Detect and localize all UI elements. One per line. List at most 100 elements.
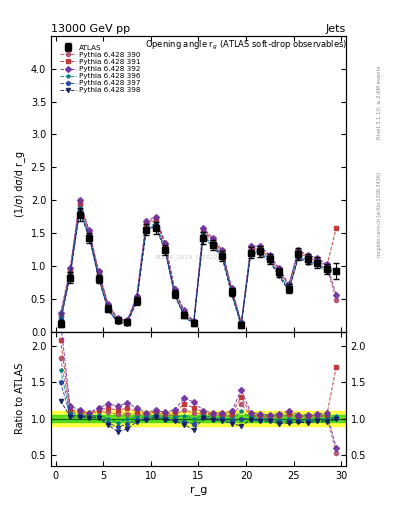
Pythia 6.428 390 bbox=[77, 202, 82, 208]
Pythia 6.428 398 bbox=[191, 321, 196, 327]
Pythia 6.428 390 bbox=[296, 250, 301, 256]
Pythia 6.428 391 bbox=[296, 248, 301, 254]
Pythia 6.428 390 bbox=[134, 295, 139, 302]
Pythia 6.428 392 bbox=[315, 255, 320, 261]
Text: Jets: Jets bbox=[325, 24, 346, 34]
Pythia 6.428 390 bbox=[125, 318, 130, 325]
Pythia 6.428 398 bbox=[220, 255, 224, 261]
Pythia 6.428 391 bbox=[144, 220, 149, 226]
Pythia 6.428 391 bbox=[210, 237, 215, 243]
Pythia 6.428 397 bbox=[315, 261, 320, 267]
Pythia 6.428 398 bbox=[58, 318, 63, 325]
Pythia 6.428 390 bbox=[191, 319, 196, 326]
Pythia 6.428 397 bbox=[134, 298, 139, 304]
Text: mcplots.cern.ch [arXiv:1306.3436]: mcplots.cern.ch [arXiv:1306.3436] bbox=[377, 173, 382, 258]
Pythia 6.428 396 bbox=[96, 273, 101, 280]
Pythia 6.428 392 bbox=[210, 235, 215, 241]
Pythia 6.428 397 bbox=[230, 290, 234, 296]
Pythia 6.428 390 bbox=[277, 268, 282, 274]
Pythia 6.428 390 bbox=[106, 304, 110, 310]
Pythia 6.428 392 bbox=[325, 262, 329, 268]
Pythia 6.428 391 bbox=[191, 318, 196, 325]
Pythia 6.428 391 bbox=[134, 294, 139, 301]
Pythia 6.428 396 bbox=[182, 311, 187, 317]
Pythia 6.428 391 bbox=[106, 302, 110, 308]
Pythia 6.428 390 bbox=[68, 269, 72, 275]
Pythia 6.428 390 bbox=[182, 310, 187, 316]
Pythia 6.428 396 bbox=[286, 286, 291, 292]
Pythia 6.428 392 bbox=[96, 268, 101, 274]
Pythia 6.428 390 bbox=[305, 255, 310, 261]
Pythia 6.428 398 bbox=[173, 292, 177, 298]
Pythia 6.428 398 bbox=[125, 321, 130, 327]
Pythia 6.428 392 bbox=[220, 247, 224, 253]
Pythia 6.428 396 bbox=[334, 266, 339, 272]
Pythia 6.428 390 bbox=[315, 258, 320, 264]
Pythia 6.428 397 bbox=[267, 258, 272, 264]
Pythia 6.428 392 bbox=[201, 225, 206, 231]
Pythia 6.428 392 bbox=[267, 252, 272, 259]
Text: Rivet 3.1.10, ≥ 2.6M events: Rivet 3.1.10, ≥ 2.6M events bbox=[377, 66, 382, 139]
Pythia 6.428 392 bbox=[106, 301, 110, 307]
Pythia 6.428 390 bbox=[325, 264, 329, 270]
Pythia 6.428 398 bbox=[315, 262, 320, 268]
Pythia 6.428 398 bbox=[153, 223, 158, 229]
Pythia 6.428 396 bbox=[325, 266, 329, 272]
Pythia 6.428 398 bbox=[286, 288, 291, 294]
Pythia 6.428 397 bbox=[305, 259, 310, 265]
Text: ATLAS_2019_I1772205: ATLAS_2019_I1772205 bbox=[154, 255, 225, 261]
Pythia 6.428 392 bbox=[173, 286, 177, 292]
Pythia 6.428 390 bbox=[258, 246, 263, 252]
Pythia 6.428 391 bbox=[68, 268, 72, 274]
Pythia 6.428 392 bbox=[144, 218, 149, 224]
Pythia 6.428 398 bbox=[68, 273, 72, 280]
Text: Opening angle r$_g$ (ATLAS soft-drop observables): Opening angle r$_g$ (ATLAS soft-drop obs… bbox=[145, 39, 348, 52]
Pythia 6.428 398 bbox=[239, 323, 244, 329]
Pythia 6.428 391 bbox=[248, 245, 253, 251]
Pythia 6.428 398 bbox=[115, 319, 120, 326]
Pythia 6.428 390 bbox=[286, 284, 291, 290]
Bar bbox=[51, 412, 346, 426]
Y-axis label: Ratio to ATLAS: Ratio to ATLAS bbox=[15, 363, 25, 434]
Pythia 6.428 391 bbox=[286, 283, 291, 289]
Pythia 6.428 397 bbox=[334, 267, 339, 273]
Pythia 6.428 396 bbox=[248, 248, 253, 254]
Pythia 6.428 391 bbox=[201, 227, 206, 233]
Pythia 6.428 398 bbox=[248, 251, 253, 257]
Pythia 6.428 398 bbox=[210, 243, 215, 249]
Pythia 6.428 391 bbox=[239, 320, 244, 326]
Pythia 6.428 390 bbox=[87, 230, 92, 236]
Pythia 6.428 390 bbox=[115, 316, 120, 323]
Pythia 6.428 398 bbox=[334, 269, 339, 275]
Pythia 6.428 392 bbox=[134, 293, 139, 299]
Line: Pythia 6.428 392: Pythia 6.428 392 bbox=[59, 198, 338, 325]
Pythia 6.428 391 bbox=[334, 225, 339, 231]
Pythia 6.428 397 bbox=[87, 233, 92, 239]
X-axis label: r_g: r_g bbox=[190, 486, 207, 496]
Pythia 6.428 390 bbox=[248, 246, 253, 252]
Pythia 6.428 396 bbox=[125, 319, 130, 326]
Pythia 6.428 397 bbox=[163, 247, 167, 253]
Pythia 6.428 397 bbox=[144, 227, 149, 233]
Pythia 6.428 396 bbox=[258, 248, 263, 254]
Pythia 6.428 397 bbox=[96, 274, 101, 281]
Pythia 6.428 397 bbox=[58, 316, 63, 323]
Pythia 6.428 391 bbox=[325, 263, 329, 269]
Pythia 6.428 396 bbox=[305, 258, 310, 264]
Pythia 6.428 392 bbox=[58, 310, 63, 316]
Pythia 6.428 397 bbox=[68, 272, 72, 278]
Bar bbox=[51, 415, 346, 422]
Pythia 6.428 392 bbox=[296, 247, 301, 253]
Pythia 6.428 392 bbox=[115, 315, 120, 322]
Pythia 6.428 398 bbox=[106, 307, 110, 313]
Pythia 6.428 391 bbox=[305, 253, 310, 260]
Pythia 6.428 396 bbox=[153, 220, 158, 226]
Pythia 6.428 392 bbox=[258, 243, 263, 249]
Pythia 6.428 390 bbox=[58, 314, 63, 320]
Pythia 6.428 398 bbox=[77, 209, 82, 215]
Pythia 6.428 391 bbox=[182, 309, 187, 315]
Pythia 6.428 392 bbox=[248, 243, 253, 249]
Pythia 6.428 398 bbox=[267, 259, 272, 265]
Pythia 6.428 391 bbox=[58, 312, 63, 318]
Pythia 6.428 398 bbox=[258, 251, 263, 257]
